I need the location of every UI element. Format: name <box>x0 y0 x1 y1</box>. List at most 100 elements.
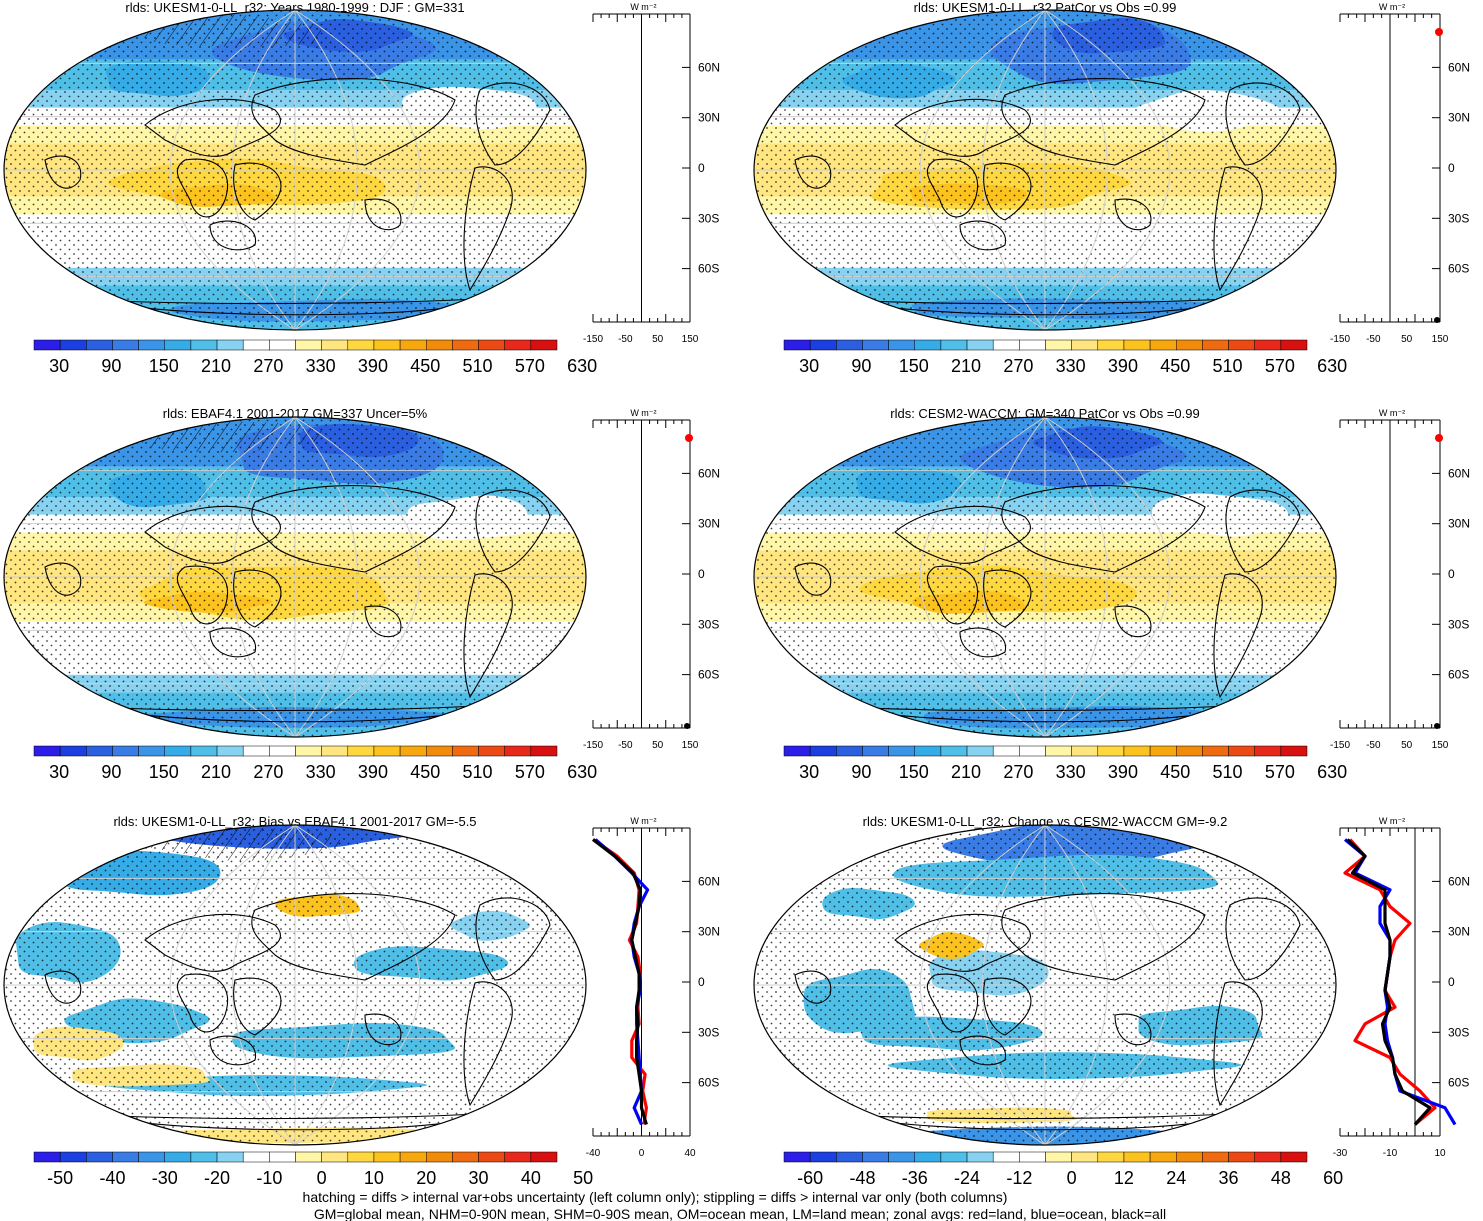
colorbar-label: 630 <box>1317 356 1347 376</box>
zonal-unit: W m⁻² <box>630 816 656 826</box>
colorbar-label: 450 <box>410 762 440 782</box>
zonal-profile: W m⁻² 60N 30N 0 30S 60S -150 -50 50 150 <box>583 408 720 751</box>
footer-line-2: GM=global mean, NHM=0-90N mean, SHM=0-90… <box>314 1206 1166 1221</box>
zonal-tick-label: -150 <box>583 740 603 751</box>
zonal-marker <box>685 434 693 442</box>
colorbar-label: 330 <box>1056 356 1086 376</box>
lat-label: 0 <box>698 161 705 175</box>
colorbar-swatch <box>1097 339 1125 351</box>
zonal-profile: W m⁻² 60N 30N 0 30S 60S -40 0 40 <box>586 816 720 1159</box>
colorbar-swatch <box>452 1151 479 1163</box>
colorbar-label: -10 <box>256 1168 282 1188</box>
colorbar-swatch <box>888 1151 915 1163</box>
colorbar-swatch <box>478 745 505 757</box>
colorbar-label: 570 <box>515 356 545 376</box>
colorbar-swatch <box>1123 745 1151 757</box>
lat-label: 60N <box>1448 874 1470 888</box>
colorbar: -60 -48 -36 -24 -12 0 12 24 36 48 60 <box>783 1151 1343 1188</box>
zonal-tick-label: -40 <box>586 1148 601 1159</box>
colorbar-swatch <box>138 745 166 757</box>
zonal-profile: W m⁻² 60N 30N 0 30S 60S -150 -50 50 150 <box>1330 2 1470 345</box>
zonal-tick-label: -50 <box>618 334 633 345</box>
colorbar-swatch <box>1019 745 1046 757</box>
colorbar-swatch <box>295 745 322 757</box>
colorbar-swatch <box>373 1151 401 1163</box>
map-field <box>4 825 586 1145</box>
colorbar-label: 150 <box>899 356 929 376</box>
colorbar-swatch <box>478 339 505 351</box>
colorbar-swatch <box>862 745 889 757</box>
colorbar-swatch <box>112 745 139 757</box>
colorbar-swatch <box>1228 745 1255 757</box>
colorbar-swatch <box>1202 745 1229 757</box>
colorbar-swatch <box>347 1151 375 1163</box>
zonal-tick-label: 150 <box>1432 334 1449 345</box>
zonal-tick-label: -150 <box>583 334 603 345</box>
colorbar-swatch <box>914 339 942 351</box>
colorbar-label: 20 <box>416 1168 436 1188</box>
zonal-unit: W m⁻² <box>1379 408 1405 418</box>
map-outline <box>3 416 587 738</box>
lat-label: 60N <box>698 874 720 888</box>
colorbar-swatch <box>1228 339 1255 351</box>
colorbar-swatch <box>940 1151 968 1163</box>
colorbar-label: 270 <box>253 356 283 376</box>
colorbar-label: 210 <box>201 762 231 782</box>
zonal-tick-label: 50 <box>1401 740 1413 751</box>
zonal-profile: W m⁻² 60N 30N 0 30S 60S -150 -50 50 150 <box>1330 408 1470 751</box>
zonal-tick-label: 50 <box>652 740 664 751</box>
colorbar: 30 90 150 210 270 330 390 450 510 570 630 <box>33 339 597 376</box>
colorbar-swatch <box>992 1151 1020 1163</box>
panel-p2: rlds: UKESM1-0-LL_r32 PatCor vs Obs =0.9… <box>753 0 1470 376</box>
coastlines <box>44 78 551 316</box>
colorbar-swatch <box>1202 1151 1229 1163</box>
map-outline <box>3 9 587 331</box>
zonal-marker <box>684 723 690 729</box>
map-field <box>4 10 586 330</box>
colorbar-label: 390 <box>1108 356 1138 376</box>
coastlines <box>794 78 1301 316</box>
zonal-tick-label: -30 <box>1333 1148 1348 1159</box>
colorbar-label: 90 <box>101 762 121 782</box>
colorbar-swatch <box>216 339 244 351</box>
colorbar-label: 390 <box>358 356 388 376</box>
colorbar-swatch <box>940 745 968 757</box>
colorbar-swatch <box>809 339 837 351</box>
colorbar-label: 450 <box>410 356 440 376</box>
colorbar-label: 570 <box>1265 762 1295 782</box>
colorbar-swatch <box>33 339 61 351</box>
lat-label: 30S <box>1448 617 1469 631</box>
colorbar-swatch <box>530 339 558 351</box>
zonal-tick-label: 10 <box>1434 1148 1446 1159</box>
colorbar-swatch <box>783 1151 811 1163</box>
zonal-tick-label: 50 <box>1401 334 1413 345</box>
coastlines <box>44 893 551 1131</box>
lat-label: 60S <box>698 1076 719 1090</box>
colorbar-swatch <box>321 745 349 757</box>
colorbar-swatch <box>809 745 837 757</box>
colorbar-label: -12 <box>1006 1168 1032 1188</box>
colorbar-swatch <box>836 1151 863 1163</box>
colorbar-label: 0 <box>317 1168 327 1188</box>
map-field <box>754 10 1336 330</box>
colorbar-swatch <box>399 745 427 757</box>
colorbar-swatch <box>1254 339 1282 351</box>
colorbar-swatch <box>190 745 218 757</box>
colorbar-swatch <box>86 745 113 757</box>
colorbar-swatch <box>112 1151 139 1163</box>
colorbar-label: 40 <box>521 1168 541 1188</box>
colorbar-label: -60 <box>797 1168 823 1188</box>
zonal-series-land <box>1343 838 1437 1126</box>
colorbar-label: 150 <box>149 356 179 376</box>
map-outline <box>753 824 1337 1146</box>
zonal-unit: W m⁻² <box>1379 816 1405 826</box>
colorbar-swatch <box>888 745 915 757</box>
lat-label: 30N <box>1448 111 1470 125</box>
zonal-series-all <box>1346 838 1432 1126</box>
zonal-tick-label: -150 <box>1330 334 1350 345</box>
colorbar-label: 330 <box>306 762 336 782</box>
lat-label: 60S <box>1448 1076 1469 1090</box>
colorbar-swatch <box>33 1151 61 1163</box>
zonal-tick-label: -50 <box>618 740 633 751</box>
